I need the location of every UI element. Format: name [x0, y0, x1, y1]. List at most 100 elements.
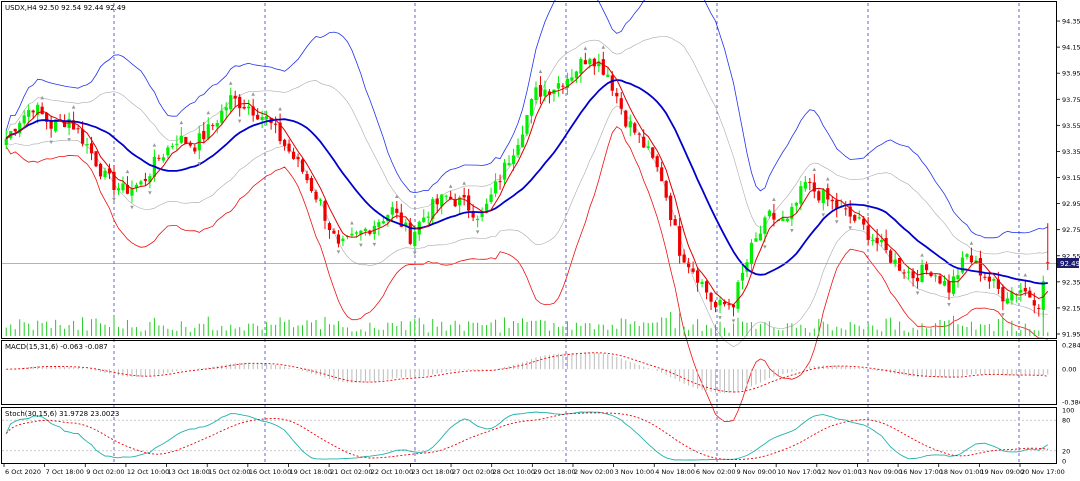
candle-body[interactable]	[543, 89, 547, 97]
candle-body[interactable]	[987, 276, 991, 282]
candle-body[interactable]	[287, 143, 291, 152]
candle-body[interactable]	[1037, 308, 1041, 310]
candle-body[interactable]	[399, 212, 403, 227]
candle-body[interactable]	[493, 181, 498, 194]
candle-body[interactable]	[700, 281, 704, 284]
candle-body[interactable]	[309, 178, 314, 191]
candle-body[interactable]	[579, 58, 583, 74]
candle-body[interactable]	[1019, 289, 1023, 293]
candle-body[interactable]	[889, 250, 893, 263]
candle-body[interactable]	[511, 155, 516, 165]
candle-body[interactable]	[278, 122, 282, 142]
candle-body[interactable]	[592, 58, 596, 67]
candle-body[interactable]	[624, 110, 628, 127]
candle-body[interactable]	[462, 194, 466, 198]
candle-body[interactable]	[206, 124, 210, 139]
candle-body[interactable]	[89, 143, 94, 154]
candle-body[interactable]	[781, 218, 785, 222]
candle-body[interactable]	[489, 194, 493, 202]
candle-body[interactable]	[951, 276, 956, 294]
candle-body[interactable]	[336, 234, 341, 244]
candle-body[interactable]	[848, 206, 852, 217]
candle-body[interactable]	[655, 156, 659, 168]
candle-body[interactable]	[426, 216, 430, 218]
candle-body[interactable]	[251, 106, 255, 116]
candle-body[interactable]	[327, 223, 332, 231]
candle-body[interactable]	[633, 123, 637, 133]
candle-body[interactable]	[440, 194, 444, 207]
candle-body[interactable]	[13, 128, 17, 132]
candle-body[interactable]	[772, 212, 776, 220]
candle-body[interactable]	[830, 199, 834, 202]
candle-body[interactable]	[933, 275, 938, 277]
candle-body[interactable]	[606, 74, 610, 77]
candle-body[interactable]	[884, 238, 888, 251]
candle-body[interactable]	[767, 210, 772, 217]
candle-body[interactable]	[143, 178, 148, 181]
candle-body[interactable]	[1028, 290, 1032, 298]
candle-body[interactable]	[924, 264, 929, 271]
candle-body[interactable]	[476, 218, 480, 221]
candle-body[interactable]	[107, 168, 112, 174]
candle-body[interactable]	[103, 170, 107, 178]
candle-body[interactable]	[422, 217, 426, 222]
candle-body[interactable]	[682, 254, 686, 263]
candle-body[interactable]	[745, 262, 749, 272]
candle-body[interactable]	[341, 238, 345, 242]
candle-body[interactable]	[130, 188, 134, 196]
candle-body[interactable]	[960, 257, 965, 273]
candle-body[interactable]	[1023, 287, 1027, 292]
candle-body[interactable]	[265, 116, 269, 120]
candle-body[interactable]	[395, 208, 399, 213]
candle-body[interactable]	[305, 173, 309, 181]
candle-body[interactable]	[453, 199, 457, 207]
candle-body[interactable]	[1046, 262, 1050, 264]
candle-body[interactable]	[906, 271, 911, 273]
candle-body[interactable]	[785, 218, 789, 221]
candle-body[interactable]	[498, 181, 502, 183]
candle-body[interactable]	[911, 271, 915, 279]
candle-body[interactable]	[687, 262, 691, 268]
candle-body[interactable]	[520, 134, 525, 148]
candle-body[interactable]	[718, 299, 722, 306]
candle-body[interactable]	[31, 110, 35, 113]
candle-body[interactable]	[202, 130, 206, 140]
candle-body[interactable]	[516, 144, 520, 155]
candle-body[interactable]	[94, 151, 98, 167]
candle-body[interactable]	[471, 212, 475, 218]
candle-body[interactable]	[282, 139, 287, 146]
candle-body[interactable]	[431, 199, 435, 220]
candle-body[interactable]	[116, 188, 121, 191]
candle-body[interactable]	[763, 217, 767, 234]
candle-body[interactable]	[363, 228, 367, 231]
candle-body[interactable]	[112, 171, 116, 190]
candle-body[interactable]	[45, 112, 49, 122]
candle-body[interactable]	[628, 121, 632, 128]
candle-body[interactable]	[969, 255, 974, 263]
candle-body[interactable]	[390, 207, 394, 215]
candle-body[interactable]	[880, 239, 884, 243]
candle-body[interactable]	[1041, 281, 1045, 310]
candle-body[interactable]	[1032, 300, 1036, 306]
candle-body[interactable]	[63, 120, 67, 128]
candle-body[interactable]	[965, 254, 969, 257]
candle-body[interactable]	[318, 199, 323, 201]
candle-body[interactable]	[821, 189, 825, 203]
candle-body[interactable]	[709, 292, 713, 302]
candle-body[interactable]	[80, 129, 85, 144]
candle-body[interactable]	[179, 135, 183, 143]
time-axis[interactable]: 6 Oct 2020 7 Oct 18:00 9 Oct 02:00 12 Oct 1…	[3, 464, 1065, 476]
candle-body[interactable]	[323, 201, 327, 221]
candle-body[interactable]	[260, 116, 264, 121]
candle-body[interactable]	[637, 133, 641, 135]
candle-body[interactable]	[565, 78, 570, 88]
candle-body[interactable]	[673, 219, 677, 226]
candle-body[interactable]	[413, 231, 417, 247]
candle-body[interactable]	[736, 282, 740, 309]
candle-body[interactable]	[359, 230, 363, 235]
candle-body[interactable]	[58, 119, 62, 121]
candle-body[interactable]	[938, 276, 942, 284]
candle-body[interactable]	[651, 147, 655, 158]
candle-body[interactable]	[754, 238, 758, 242]
candle-body[interactable]	[1001, 287, 1005, 302]
